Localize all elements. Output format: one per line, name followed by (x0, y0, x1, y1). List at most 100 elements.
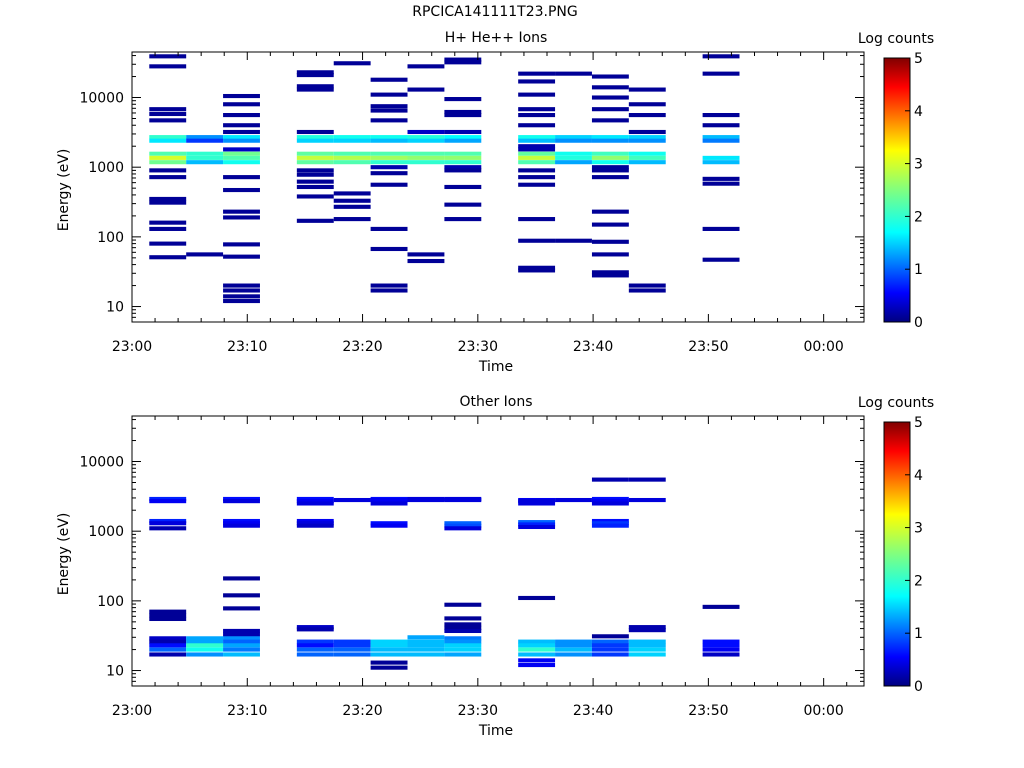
heatmap-cell (702, 155, 740, 160)
heatmap-cell (518, 522, 556, 527)
heatmap-cell (591, 634, 629, 639)
heatmap-cell (407, 497, 445, 503)
heatmap-cell (296, 129, 334, 135)
y-tick-label: 10 (106, 664, 124, 680)
heatmap-cell (223, 647, 260, 652)
heatmap-cell (296, 194, 334, 199)
heatmap-cell (555, 138, 592, 143)
x-tick-label: 23:20 (342, 339, 382, 355)
x-tick-label: 23:20 (342, 703, 382, 719)
heatmap-cell (149, 155, 187, 160)
colorbar-tick-label: 1 (914, 626, 923, 642)
heatmap-cell (149, 118, 187, 123)
heatmap-cell (444, 97, 482, 102)
heatmap-cell (223, 499, 260, 504)
heatmap-cell (518, 135, 556, 140)
heatmap-cell (186, 160, 224, 165)
heatmap-cell (628, 160, 666, 165)
heatmap-cell (518, 639, 556, 644)
heatmap-cell (444, 151, 482, 156)
heatmap-cell (333, 191, 371, 196)
heatmap-cell (186, 647, 224, 652)
heatmap-cell (628, 625, 666, 630)
heatmap-cell (628, 129, 666, 135)
heatmap-cell (407, 87, 445, 92)
heatmap-cell (407, 635, 445, 640)
heatmap-cell (407, 155, 445, 160)
heatmap-cell (149, 200, 187, 205)
heatmap-cell (518, 160, 556, 165)
heatmap-cell (702, 113, 740, 118)
heatmap-cell (296, 155, 334, 160)
heatmap-cell (223, 113, 260, 118)
heatmap-cell (296, 518, 334, 524)
heatmap-cell (702, 647, 740, 652)
y-tick-label: 10000 (79, 91, 124, 107)
heatmap-cell (186, 151, 224, 156)
colorbar-tick-label: 0 (914, 679, 923, 695)
y-tick-label: 10 (106, 300, 124, 316)
heatmap-cell (702, 71, 740, 76)
heatmap-cell (333, 155, 371, 160)
heatmap-cell (370, 226, 408, 231)
x-tick-label: 23:00 (112, 339, 152, 355)
heatmap-cell (407, 652, 445, 657)
heatmap-cell (149, 241, 187, 246)
heatmap-cell (518, 138, 556, 143)
heatmap-cell (296, 627, 334, 632)
heatmap-cell (444, 616, 482, 621)
heatmap-cell (296, 138, 334, 143)
heatmap-cell (702, 160, 740, 165)
heatmap-cell (591, 521, 629, 526)
heatmap-cell (223, 215, 260, 220)
heatmap-cell (444, 129, 482, 135)
heatmap-cell (591, 135, 629, 140)
heatmap-cell (591, 518, 629, 524)
plot-frame (131, 415, 865, 687)
heatmap-cell (444, 497, 482, 503)
colorbar-tick-label: 5 (914, 415, 923, 431)
heatmap-cell (186, 639, 224, 644)
heatmap-cell (223, 242, 260, 247)
heatmap-cell (591, 168, 629, 173)
heatmap-cell (223, 636, 260, 641)
heatmap-cell (444, 625, 482, 630)
x-tick-label: 23:50 (688, 703, 728, 719)
heatmap-cell (628, 102, 666, 107)
panel-title: H+ He++ Ions (445, 30, 548, 46)
heatmap-cell (591, 160, 629, 165)
heatmap-cell (370, 160, 408, 165)
colorbar (883, 57, 911, 323)
heatmap-cell (149, 652, 187, 657)
heatmap-cell (333, 160, 371, 165)
heatmap-cell (370, 104, 408, 109)
heatmap-cell (149, 135, 187, 140)
heatmap-cell (628, 138, 666, 143)
heatmap-cell (223, 175, 260, 180)
heatmap-cell (149, 636, 187, 641)
heatmap-cell (333, 61, 371, 66)
heatmap-cell (186, 155, 224, 160)
heatmap-cell (444, 217, 482, 222)
heatmap-cell (591, 118, 629, 123)
heatmap-cell (444, 60, 482, 65)
heatmap-cell (296, 501, 334, 506)
heatmap-cell (149, 160, 187, 165)
heatmap-cell (555, 135, 592, 140)
colorbar-ticks: 0 1 2 3 4 5 (905, 415, 923, 695)
heatmap-cell (518, 268, 556, 273)
heatmap-cell (223, 496, 260, 502)
heatmap-cell (407, 138, 445, 143)
plot-axes: 23:00 23:10 23:20 23:30 23:40 23:50 00:00 10 100… (79, 415, 865, 719)
heatmap-cell (223, 254, 260, 259)
heatmap-cell (444, 643, 482, 648)
heatmap-cell (591, 107, 629, 112)
heatmap-cell (591, 643, 629, 648)
heatmap-cell (702, 604, 740, 609)
y-tick-label: 1000 (88, 524, 124, 540)
heatmap-cell (628, 288, 666, 293)
heatmap-cell (628, 639, 666, 644)
heatmap-cell (149, 647, 187, 652)
heatmap-cell (518, 658, 556, 663)
